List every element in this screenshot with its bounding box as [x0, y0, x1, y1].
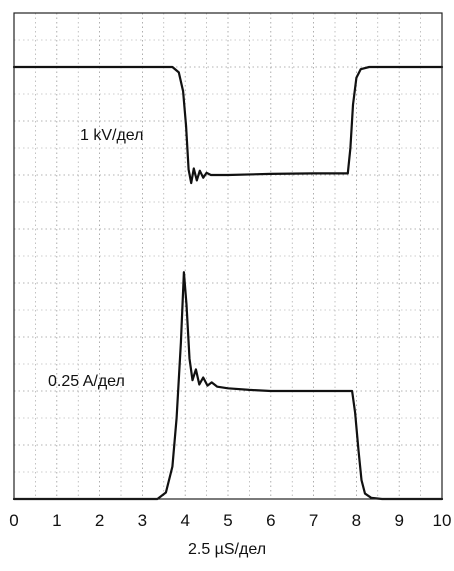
x-tick-label: 2	[95, 511, 104, 530]
x-tick-label: 4	[180, 511, 189, 530]
x-axis-unit-label: 2.5 µS/дел	[187, 541, 267, 558]
x-tick-label: 1	[52, 511, 61, 530]
voltage-trace	[12, 65, 444, 185]
x-tick-label: 5	[223, 511, 232, 530]
x-tick-label: 3	[138, 511, 147, 530]
plot-frame	[13, 12, 443, 500]
waveform-traces	[12, 65, 444, 501]
x-tick-label: 7	[309, 511, 318, 530]
x-tick-label: 0	[9, 511, 18, 530]
current-trace	[12, 271, 444, 501]
current-scale-label: 0.25 A/дел	[48, 373, 125, 390]
x-tick-label: 9	[394, 511, 403, 530]
x-tick-label: 10	[433, 511, 452, 530]
voltage-scale-label: 1 kV/дел	[80, 127, 144, 144]
x-tick-label: 8	[352, 511, 361, 530]
trace-labels: 1 kV/дел 0.25 A/дел	[48, 127, 144, 390]
x-tick-labels: 0 1 2 3 4 5 6 7 8 9 10	[9, 511, 451, 530]
x-tick-label: 6	[266, 511, 275, 530]
